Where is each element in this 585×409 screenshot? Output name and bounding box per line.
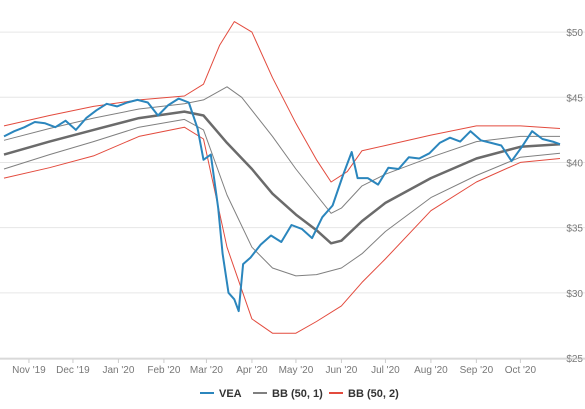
y-axis: $25$30$35$40$45$50 (566, 28, 583, 365)
x-tick-label: May '20 (279, 365, 314, 376)
y-tick-label: $40 (566, 158, 583, 169)
x-tick-label: Oct '20 (505, 365, 537, 376)
legend-item[interactable]: BB (50, 1) (253, 388, 323, 400)
x-tick-label: Dec '19 (56, 365, 90, 376)
x-tick-label: Mar '20 (190, 365, 223, 376)
x-tick-label: Sep '20 (460, 365, 494, 376)
legend-label: BB (50, 2) (348, 388, 399, 400)
series-layer (3, 21, 561, 334)
legend-label: BB (50, 1) (272, 388, 323, 400)
legend[interactable]: VEA BB (50, 1) BB (50, 2) (200, 388, 399, 400)
legend-item[interactable]: BB (50, 2) (329, 388, 399, 400)
x-tick-label: Nov '19 (12, 365, 46, 376)
x-tick-label: Jul '20 (371, 365, 400, 376)
series-bb-50-1-lower-line (3, 118, 561, 277)
grid-layer (0, 31, 585, 359)
x-tick-label: Jun '20 (325, 365, 357, 376)
x-axis: Nov '19 Dec '19 Jan '20 Feb '20 Mar '20 Apr '… (0, 358, 585, 376)
x-tick-label: Aug '20 (414, 365, 448, 376)
series-bb-50-1-middle-line (3, 110, 561, 245)
series-bb-50-1-upper-line (3, 86, 560, 214)
x-tick-label: Jan '20 (102, 365, 134, 376)
series-bb-50-2-lower-line (3, 126, 561, 334)
x-tick-label: Feb '20 (147, 365, 180, 376)
legend-item[interactable]: VEA (200, 388, 242, 400)
y-tick-label: $50 (566, 28, 583, 39)
series-vea-price-line (3, 97, 561, 313)
legend-label: VEA (219, 388, 242, 400)
series-bb-50-2-upper-line (3, 21, 561, 183)
x-tick-label: Apr '20 (236, 365, 268, 376)
y-tick-label: $35 (566, 224, 583, 235)
y-tick-label: $45 (566, 93, 583, 104)
y-tick-label: $30 (566, 289, 583, 300)
